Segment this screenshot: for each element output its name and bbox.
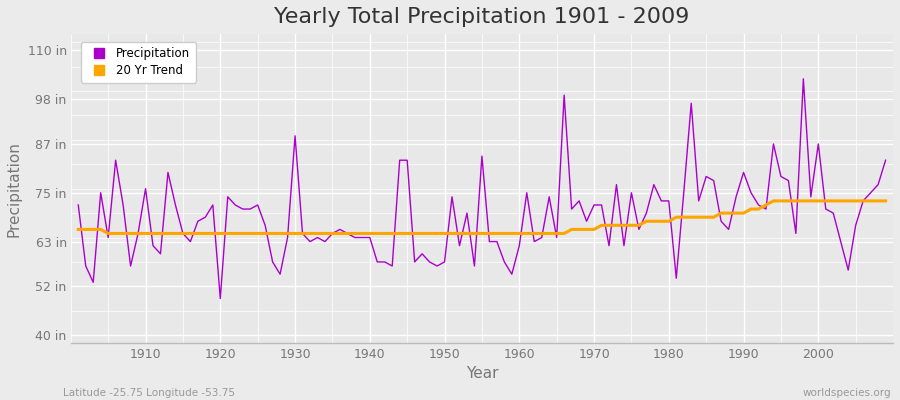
Text: Latitude -25.75 Longitude -53.75: Latitude -25.75 Longitude -53.75 [63,388,235,398]
Title: Yearly Total Precipitation 1901 - 2009: Yearly Total Precipitation 1901 - 2009 [274,7,689,27]
Legend: Precipitation, 20 Yr Trend: Precipitation, 20 Yr Trend [81,42,196,83]
Y-axis label: Precipitation: Precipitation [7,141,22,237]
X-axis label: Year: Year [465,366,499,381]
Text: worldspecies.org: worldspecies.org [803,388,891,398]
